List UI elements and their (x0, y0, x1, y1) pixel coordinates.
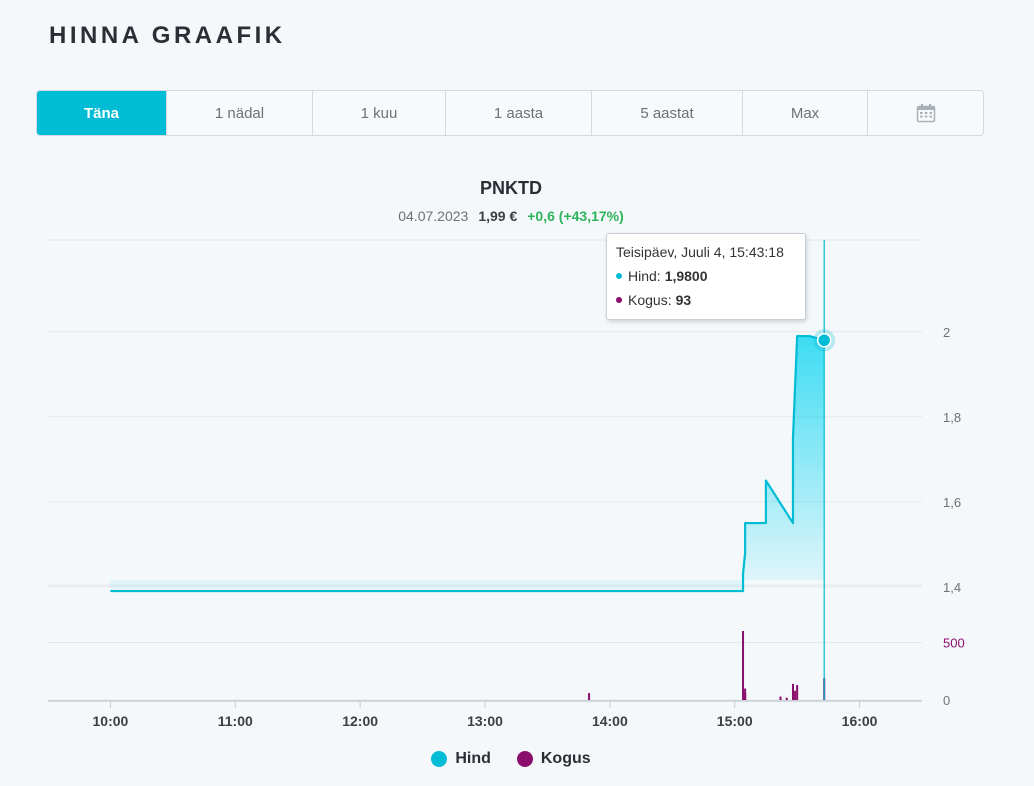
volume-tick-label: 500 (943, 636, 965, 651)
x-tick-label: 13:00 (467, 713, 503, 729)
tooltip-price-value: 1,9800 (664, 268, 708, 284)
y-tick-label: 1,4 (943, 580, 961, 595)
volume-bar (794, 690, 797, 700)
x-tick-label: 10:00 (93, 713, 129, 729)
tooltip-price-row: Hind: 1,9800 (616, 268, 796, 284)
x-tick-label: 12:00 (342, 713, 378, 729)
legend-item-volume[interactable]: Kogus (516, 750, 591, 768)
quote-price: 1,99 € (478, 208, 518, 224)
tooltip-title: Teisipäev, Juuli 4, 15:43:18 (616, 244, 784, 260)
tab-max[interactable]: Max (743, 91, 868, 135)
quote-date: 04.07.2023 (398, 208, 469, 224)
tooltip-volume-label: Kogus: (628, 292, 672, 308)
legend-swatch-volume (516, 751, 533, 767)
price-area (110, 336, 825, 592)
x-tick-label: 14:00 (592, 713, 628, 729)
x-tick-label: 15:00 (717, 713, 753, 729)
quote-change: +0,6 (+43,17%) (527, 208, 624, 224)
volume-bar (785, 697, 788, 700)
tab-5-years[interactable]: 5 aastat (592, 91, 743, 135)
volume-bar (796, 685, 799, 700)
volume-tick-label: 0 (943, 693, 950, 708)
tooltip-volume-row: Kogus: 93 (616, 292, 796, 308)
chart-title: PNKTD (480, 178, 542, 198)
x-tick-label: 11:00 (218, 713, 253, 729)
tooltip-price-label: Hind: (628, 268, 661, 284)
hover-point (816, 333, 832, 348)
tab-1-month[interactable]: 1 kuu (313, 91, 446, 135)
y-tick-label: 1,8 (943, 410, 961, 425)
legend-item-price[interactable]: Hind (431, 750, 491, 768)
x-tick-label: 16:00 (842, 713, 878, 729)
tab-calendar[interactable] (868, 91, 983, 135)
calendar-icon (916, 104, 935, 123)
page-title: HINNA GRAAFIK (49, 22, 286, 49)
tooltip: Teisipäev, Juuli 4, 15:43:18 Hind: 1,980… (606, 233, 806, 320)
y-tick-label: 1,6 (943, 495, 961, 510)
price-chart[interactable]: 2 1,8 1,6 1,4 500 0 10:00 11:00 12:00 13:00 14:00 1… (0, 0, 1034, 745)
price-dot-icon (616, 273, 622, 279)
y-tick-label: 2 (943, 325, 950, 340)
volume-bar (779, 696, 782, 700)
legend-swatch-price (431, 751, 448, 767)
chart-subtitle: 04.07.2023 1,99 € +0,6 (+43,17%) (0, 208, 1022, 224)
tab-today[interactable]: Täna (37, 91, 167, 135)
legend-label-volume: Kogus (540, 750, 591, 767)
volume-bar (744, 694, 747, 700)
volume-bar (588, 693, 591, 700)
range-tabs: Täna 1 nädal 1 kuu 1 aasta 5 aastat Max (36, 90, 984, 136)
volume-bar (742, 631, 745, 700)
price-line (110, 334, 825, 593)
volume-bar (791, 683, 794, 700)
tab-1-week[interactable]: 1 nädal (167, 91, 313, 135)
tooltip-volume-value: 93 (675, 292, 692, 308)
volume-dot-icon (616, 297, 622, 303)
legend-label-price: Hind (455, 750, 491, 767)
legend: Hind Kogus (0, 750, 1022, 768)
tab-1-year[interactable]: 1 aasta (446, 91, 592, 135)
